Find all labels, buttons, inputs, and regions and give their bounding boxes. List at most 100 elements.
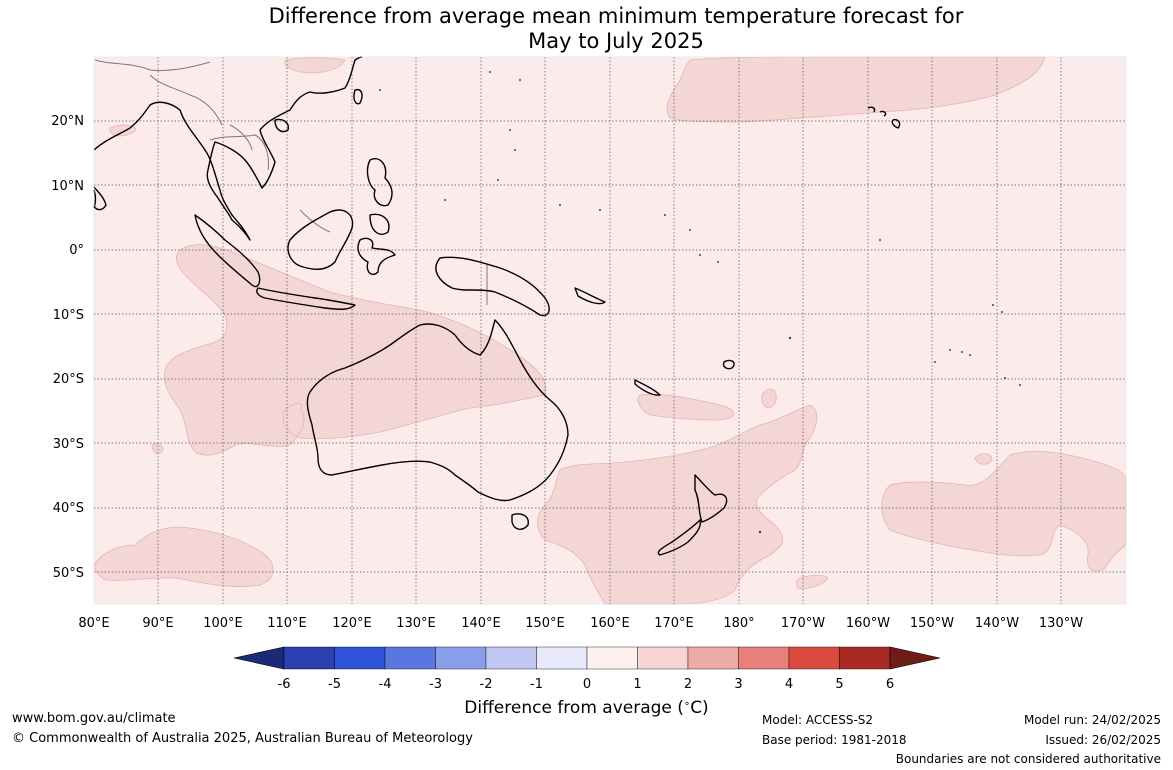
lat-label: 40°S	[53, 501, 84, 516]
lon-label: 150°W	[910, 616, 954, 631]
anomaly-region-small-6	[284, 57, 346, 74]
colorbar-tick-label: 6	[886, 677, 894, 692]
island-dots	[379, 71, 1021, 534]
degree-symbol: ∘	[683, 698, 691, 710]
colorbar-tick-label: 3	[734, 677, 742, 692]
colorbar-tick-label: 0	[583, 677, 591, 692]
title-line-2: May to July 2025	[528, 29, 704, 53]
coast-hawaii	[867, 106, 901, 129]
footer-issued: Issued: 26/02/2025	[1045, 733, 1161, 747]
colorbar-extend-high	[889, 646, 941, 670]
colorbar-segment	[384, 646, 436, 670]
country-borders	[94, 59, 488, 305]
colorbar-tick-label: -1	[530, 677, 543, 692]
colorbar-tick-label: 1	[633, 677, 641, 692]
lon-labels: 80°E 90°E 100°E 110°E 120°E 130°E 140°E …	[78, 616, 1083, 631]
lon-label: 100°E	[203, 616, 243, 631]
coast-asia	[93, 56, 363, 241]
lon-label: 130°E	[396, 616, 436, 631]
colorbar-segment	[788, 646, 840, 670]
colorbar-segment	[334, 646, 386, 670]
coast-java	[256, 287, 356, 310]
coast-philippines	[366, 158, 393, 207]
coast-sumatra	[194, 214, 261, 288]
lat-labels: 20°N 10°N 0° 10°S 20°S 30°S 40°S 50°S	[51, 114, 84, 581]
colorbar-label-text: Difference from average (	[464, 698, 684, 718]
colorbar-segment	[738, 646, 790, 670]
anomaly-region-small-2	[974, 453, 993, 465]
footer-website: www.bom.gov.au/climate	[12, 711, 176, 726]
colorbar-segment	[586, 646, 638, 670]
lon-label: 160°W	[846, 616, 890, 631]
footer-copyright: © Commonwealth of Australia 2025, Austra…	[12, 731, 473, 746]
colorbar-tick-label: 4	[785, 677, 793, 692]
coast-fiji	[722, 359, 735, 370]
coast-nz-south	[657, 519, 702, 556]
coast-sulawesi	[357, 237, 396, 276]
colorbar-segment	[839, 646, 891, 670]
lat-label: 50°S	[53, 566, 84, 581]
lon-label: 170°E	[654, 616, 694, 631]
colorbar-tick-label: -4	[379, 677, 392, 692]
lon-label: 160°E	[590, 616, 630, 631]
lat-label: 10°N	[51, 179, 84, 194]
coastlines	[93, 56, 901, 556]
lat-label: 20°S	[53, 372, 84, 387]
anomaly-region-indian-ocean	[163, 244, 547, 456]
lon-label: 120°E	[332, 616, 372, 631]
footer-base-period: Base period: 1981-2018	[762, 733, 907, 747]
anomaly-region-coral-sea	[637, 393, 735, 421]
coast-new-caledonia	[634, 379, 661, 396]
colorbar-extend-low	[233, 646, 285, 670]
map-frame	[93, 56, 1127, 605]
lon-label: 80°E	[78, 616, 109, 631]
coast-sri-lanka	[93, 189, 97, 209]
anomaly-region-small-3	[151, 442, 164, 455]
colorbar-label-unit: C)	[690, 698, 709, 718]
footer-model-run: Model run: 24/02/2025	[1023, 713, 1161, 727]
lon-label: 170°W	[781, 616, 825, 631]
lon-label: 130°W	[1039, 616, 1083, 631]
gridlines	[94, 57, 1126, 604]
lon-label: 140°W	[975, 616, 1019, 631]
coast-new-guinea	[435, 256, 550, 317]
colorbar-segment	[283, 646, 335, 670]
footer-model: Model: ACCESS-S2	[762, 713, 874, 727]
coast-hainan	[274, 118, 289, 133]
lat-label: 0°	[69, 243, 84, 258]
lon-label: 110°E	[267, 616, 307, 631]
colorbar-segment	[485, 646, 537, 670]
colorbar-tick-label: -6	[278, 677, 291, 692]
lon-label: 90°E	[142, 616, 173, 631]
colorbar-segment	[687, 646, 739, 670]
lat-label: 30°S	[53, 437, 84, 452]
colorbar-label: Difference from average (∘C)	[0, 698, 1173, 718]
lon-label: 180°	[723, 616, 754, 631]
anomaly-region-tasman	[537, 404, 818, 605]
anomaly-region-small-1	[761, 388, 777, 409]
colorbar-segment	[536, 646, 588, 670]
coast-mindanao	[369, 213, 390, 235]
title-line-1: Difference from average mean minimum tem…	[268, 4, 964, 28]
colorbar-tick-label: 5	[835, 677, 843, 692]
anomaly-region-south-pacific	[881, 451, 1127, 572]
colorbar-tick-label: 2	[684, 677, 692, 692]
coast-taiwan	[353, 88, 363, 105]
coast-nz-north	[694, 474, 728, 523]
coast-india-tip	[93, 186, 107, 211]
lon-label: 150°E	[525, 616, 565, 631]
lat-label: 20°N	[51, 114, 84, 129]
colorbar	[233, 646, 941, 670]
colorbar-tick-label: -2	[480, 677, 493, 692]
coast-borneo	[287, 209, 354, 270]
coast-solomons	[574, 287, 606, 305]
coast-australia	[306, 319, 569, 502]
colorbar-tick-label: -5	[328, 677, 341, 692]
colorbar-tick-label: -3	[429, 677, 442, 692]
coast-tasmania	[511, 513, 529, 530]
map-title: Difference from average mean minimum tem…	[0, 4, 1173, 54]
anomaly-region-small-4	[796, 574, 829, 589]
colorbar-tick-labels: -6 -5 -4 -3 -2 -1 0 1 2 3 4 5 6	[278, 677, 895, 692]
lon-label: 140°E	[461, 616, 501, 631]
